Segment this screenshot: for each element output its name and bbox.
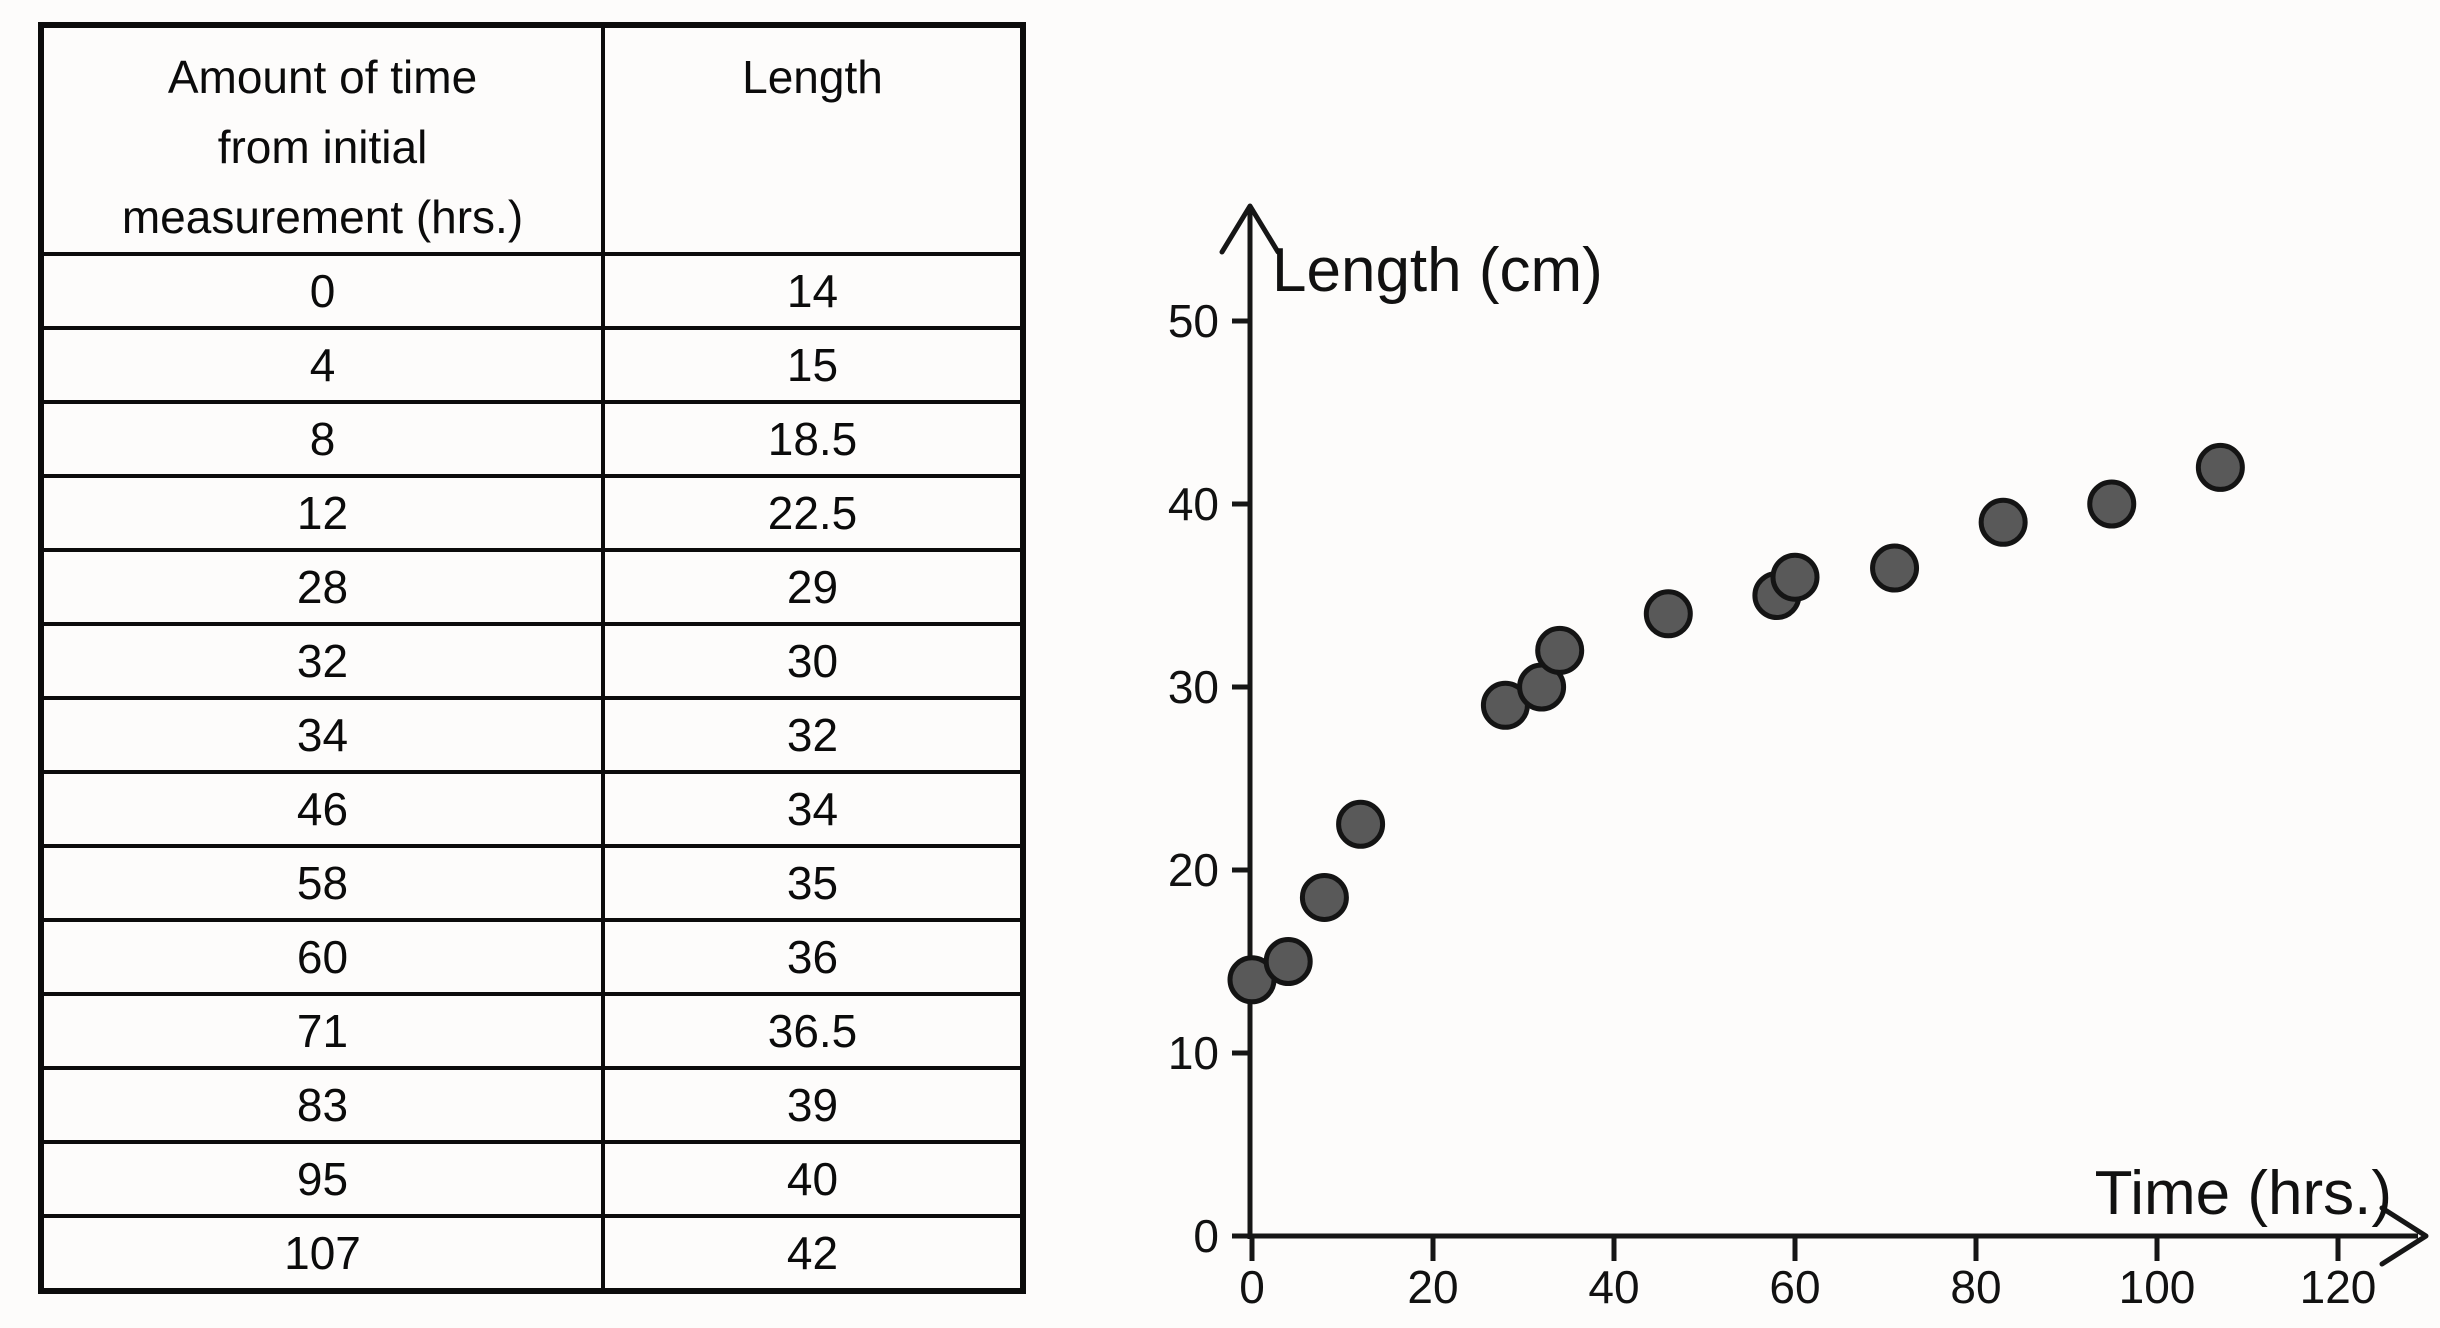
x-tick-label: 20 [1407, 1261, 1458, 1313]
table-body: 0 14 4 15 8 18.5 12 22.5 28 29 32 30 34 32 46 34 58 35 60 3… [39, 252, 1025, 1293]
table-row: 95 40 [39, 1140, 1025, 1218]
length-cell: 22.5 [601, 474, 1025, 552]
x-tick-label: 120 [2300, 1261, 2377, 1313]
data-points [1227, 442, 2245, 1005]
table-row: 32 30 [39, 622, 1025, 700]
header-row: Amount of time from initial measurement … [39, 23, 1025, 256]
y-axis-title: Length (cm) [1272, 236, 1603, 305]
table-row: 8 18.5 [39, 400, 1025, 478]
length-cell: 18.5 [601, 400, 1025, 478]
table-row: 58 35 [39, 844, 1025, 922]
y-tick-label: 50 [1168, 295, 1219, 347]
time-cell: 46 [39, 770, 605, 848]
x-tick-label: 40 [1588, 1261, 1639, 1313]
time-cell: 32 [39, 622, 605, 700]
time-cell: 107 [39, 1214, 605, 1293]
length-cell: 42 [601, 1214, 1025, 1293]
time-cell: 34 [39, 696, 605, 774]
time-cell: 60 [39, 918, 605, 996]
length-cell: 15 [601, 326, 1025, 404]
length-cell: 34 [601, 770, 1025, 848]
scatter-point [1336, 799, 1386, 849]
table-row: 0 14 [39, 252, 1025, 330]
length-cell: 32 [601, 696, 1025, 774]
length-cell: 30 [601, 622, 1025, 700]
length-cell: 35 [601, 844, 1025, 922]
scatter-point [1299, 872, 1349, 922]
x-axis-arrow-icon [2379, 1205, 2429, 1267]
length-cell: 14 [601, 252, 1025, 330]
y-axis-arrow-icon [1219, 203, 1281, 255]
y-tick-label: 20 [1168, 844, 1219, 896]
table-row: 83 39 [39, 1066, 1025, 1144]
y-tick-label: 30 [1168, 661, 1219, 713]
table-row: 46 34 [39, 770, 1025, 848]
table-row: 4 15 [39, 326, 1025, 404]
x-tick-label: 0 [1239, 1261, 1265, 1313]
table-row: 28 29 [39, 548, 1025, 626]
scatter-point [1770, 552, 1820, 602]
table-row: 71 36.5 [39, 992, 1025, 1070]
table-header: Amount of time from initial measurement … [39, 23, 1025, 256]
length-cell: 36.5 [601, 992, 1025, 1070]
x-tick-label: 100 [2119, 1261, 2196, 1313]
time-cell: 28 [39, 548, 605, 626]
y-tick-label: 40 [1168, 478, 1219, 530]
scatter-point [1535, 625, 1585, 675]
scatter-point [2195, 442, 2245, 492]
time-cell: 71 [39, 992, 605, 1070]
table-row: 60 36 [39, 918, 1025, 996]
time-cell: 0 [39, 252, 605, 330]
x-axis-title: Time (hrs.) [2095, 1159, 2392, 1228]
time-cell: 58 [39, 844, 605, 922]
y-tick-label: 10 [1168, 1027, 1219, 1079]
header-length: Length [601, 23, 1025, 256]
header-time: Amount of time from initial measurement … [39, 23, 605, 256]
time-cell: 95 [39, 1140, 605, 1218]
table-row: 107 42 [39, 1214, 1025, 1293]
scatter-point [2087, 479, 2137, 529]
time-cell: 8 [39, 400, 605, 478]
x-tick-label: 60 [1769, 1261, 1820, 1313]
length-cell: 36 [601, 918, 1025, 996]
x-tick-label: 80 [1950, 1261, 2001, 1313]
measurement-table: Amount of time from initial measurement … [38, 22, 1026, 1294]
scatter-point [1978, 497, 2028, 547]
length-cell: 29 [601, 548, 1025, 626]
time-cell: 83 [39, 1066, 605, 1144]
table-row: 34 32 [39, 696, 1025, 774]
axis-ticks: 0 20 40 60 80 100 120 0 10 20 30 40 50 [1168, 295, 2377, 1313]
time-cell: 12 [39, 474, 605, 552]
scatter-point [1263, 937, 1313, 986]
scatter-point [1643, 589, 1693, 639]
y-tick-label: 0 [1193, 1210, 1219, 1262]
table-row: 12 22.5 [39, 474, 1025, 552]
length-cell: 40 [601, 1140, 1025, 1218]
length-cell: 39 [601, 1066, 1025, 1144]
time-cell: 4 [39, 326, 605, 404]
scatter-point [1870, 543, 1920, 593]
